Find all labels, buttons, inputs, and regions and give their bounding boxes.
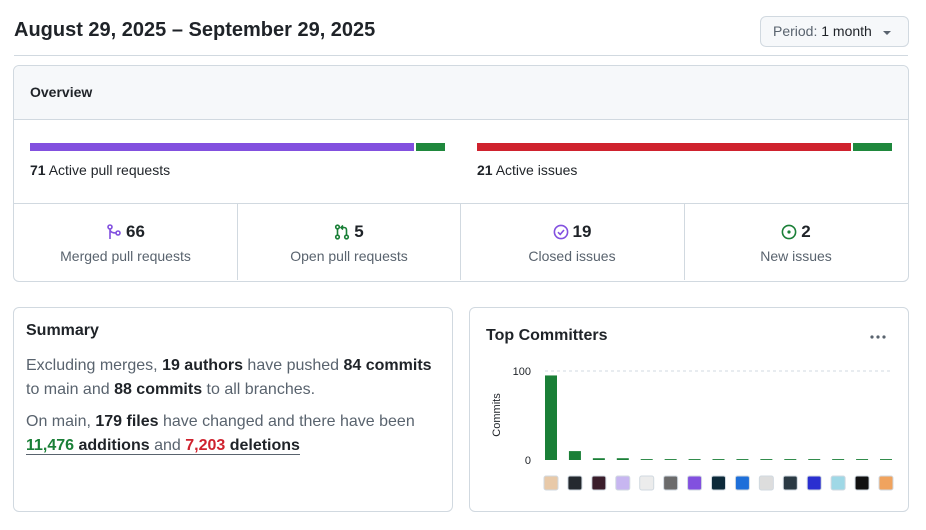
summary-text: have changed and there have been	[158, 413, 420, 430]
bar	[712, 459, 725, 460]
summary-text: to main and	[26, 357, 437, 398]
summary-text: Excluding merges, 19 authors have pushed…	[26, 354, 440, 458]
bar	[832, 459, 845, 460]
avatar[interactable]	[878, 475, 894, 491]
stat-label: New issues	[760, 248, 832, 264]
summary-highlight: 179 files	[95, 413, 159, 430]
avatar[interactable]	[663, 475, 679, 491]
avatar[interactable]	[830, 475, 846, 491]
summary-highlight: 7,203	[185, 437, 226, 454]
divider	[14, 203, 908, 204]
bar	[616, 458, 629, 460]
pr-count: 71	[30, 162, 46, 178]
overview-box: Overview	[13, 65, 909, 282]
stat-value: 5	[354, 222, 364, 241]
summary-title: Summary	[26, 322, 99, 339]
issue-bar	[477, 143, 892, 151]
stat-label: Open pull requests	[290, 248, 408, 264]
avatar[interactable]	[639, 475, 655, 491]
stat-value: 19	[572, 222, 592, 241]
avatar[interactable]	[591, 475, 607, 491]
bar	[784, 459, 797, 460]
bar	[545, 375, 557, 460]
summary-text: to all branches.	[202, 381, 316, 398]
avatar[interactable]	[806, 475, 822, 491]
pr-caption: 71 Active pull requests	[30, 162, 170, 178]
avatar[interactable]	[758, 475, 774, 491]
summary-box: Summary Excluding merges, 19 authors hav…	[13, 307, 453, 512]
page-title: August 29, 2025 – September 29, 2025	[14, 19, 376, 41]
summary-highlight: 84 commits	[343, 357, 432, 374]
rule	[14, 55, 908, 56]
diff-link[interactable]: 11,476 additions and 7,203 deletions	[26, 437, 300, 455]
pr-bar	[30, 143, 445, 151]
pr-icon	[335, 224, 350, 240]
bar	[664, 459, 677, 460]
summary-text: On main,	[26, 413, 96, 430]
stat-cell[interactable]: 5 Open pull requests	[237, 204, 460, 280]
y-tick-label: 100	[513, 366, 531, 378]
avatar[interactable]	[734, 475, 750, 491]
chart-title: Top Committers	[486, 327, 608, 344]
committers-chart: Top Committers Commits 0 100	[486, 327, 894, 491]
bar	[736, 459, 749, 460]
bar	[808, 459, 821, 460]
summary-paragraph: Excluding merges, 19 authors have pushed…	[26, 354, 440, 402]
avatar[interactable]	[687, 475, 703, 491]
avatar[interactable]	[782, 475, 798, 491]
avatar[interactable]	[543, 475, 559, 491]
pr-label: Active pull requests	[48, 162, 171, 178]
closed-icon	[553, 224, 568, 240]
summary-text: and	[149, 437, 186, 454]
merged-segment	[30, 143, 414, 151]
bar	[856, 459, 869, 460]
period-label: Period:	[773, 23, 818, 39]
summary-highlight: 11,476	[26, 437, 75, 454]
stat-cell[interactable]: 2 New issues	[684, 204, 907, 280]
bar	[592, 458, 605, 460]
avatar[interactable]	[567, 475, 583, 491]
overview-title: Overview	[14, 66, 908, 120]
more-menu[interactable]	[870, 335, 886, 339]
issue-icon	[781, 224, 797, 240]
bar	[880, 459, 892, 460]
open-segment	[415, 143, 445, 151]
issue-label: Active issues	[495, 162, 578, 178]
stat-cell[interactable]: 66 Merged pull requests	[14, 204, 237, 280]
stat-label: Closed issues	[528, 248, 616, 264]
summary-highlight: 88 commits	[114, 381, 203, 398]
summary-text: Excluding merges,	[26, 357, 163, 374]
stat-value: 66	[126, 222, 145, 241]
summary-highlight: additions	[74, 437, 150, 454]
new-segment	[852, 143, 892, 151]
caret	[882, 31, 891, 35]
y-axis-label: Commits	[491, 393, 503, 437]
committers-box	[469, 307, 909, 512]
y-tick-label: 0	[525, 455, 531, 467]
period-value: 1 month	[821, 23, 872, 39]
bar	[640, 459, 653, 460]
stat-label: Merged pull requests	[60, 248, 191, 264]
summary-paragraph: On main, 179 files have changed and ther…	[26, 410, 440, 458]
avatar[interactable]	[711, 475, 726, 491]
summary-text: have pushed	[242, 357, 344, 374]
bar	[568, 451, 581, 460]
closed-segment	[477, 143, 851, 151]
issue-caption: 21 Active issues	[477, 162, 577, 178]
period-button[interactable]: Period: 1 month	[760, 16, 909, 47]
merge-icon	[107, 224, 121, 239]
summary-highlight: deletions	[225, 437, 300, 454]
avatar[interactable]	[854, 475, 870, 491]
bar	[688, 459, 701, 460]
avatar[interactable]	[615, 475, 631, 491]
stat-cell[interactable]: 19 Closed issues	[460, 204, 683, 280]
issue-count: 21	[477, 162, 493, 178]
stat-value: 2	[801, 222, 811, 241]
bar	[760, 459, 773, 460]
summary-highlight: 19 authors	[162, 357, 243, 374]
